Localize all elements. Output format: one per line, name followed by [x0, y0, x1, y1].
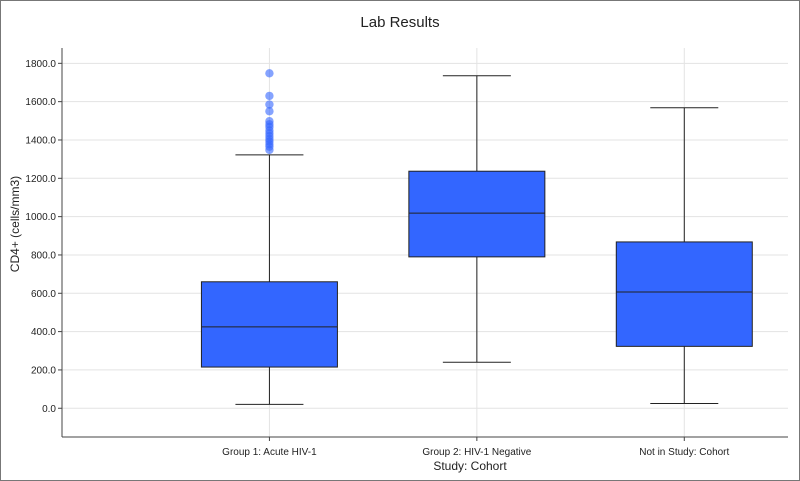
x-tick-label: Not in Study: Cohort	[639, 447, 729, 458]
x-tick-label: Group 1: Acute HIV-1	[222, 447, 317, 458]
y-tick-label: 200.0	[31, 365, 56, 376]
outlier-point[interactable]	[265, 91, 274, 101]
outlier-point[interactable]	[265, 69, 274, 78]
box-iqr[interactable]	[408, 170, 546, 258]
outlier-point[interactable]	[265, 100, 274, 109]
x-axis-label: Study: Cohort	[433, 459, 507, 473]
box-iqr[interactable]	[615, 241, 753, 347]
x-tick-label: Group 2: HIV-1 Negative	[422, 447, 531, 458]
box-iqr[interactable]	[200, 281, 338, 368]
y-tick-label: 1400.0	[25, 135, 56, 146]
chart-title: Lab Results	[360, 14, 440, 31]
outlier-point[interactable]	[265, 117, 274, 126]
y-tick-label: 400.0	[31, 327, 56, 338]
y-tick-label: 1200.0	[25, 174, 56, 185]
outlier-point[interactable]	[265, 107, 274, 116]
y-tick-label: 0.0	[42, 404, 56, 415]
y-tick-label: 800.0	[31, 250, 56, 261]
y-tick-label: 600.0	[31, 289, 56, 300]
y-tick-label: 1800.0	[25, 59, 56, 70]
y-tick-label: 1600.0	[25, 97, 56, 108]
y-tick-label: 1000.0	[25, 212, 56, 223]
